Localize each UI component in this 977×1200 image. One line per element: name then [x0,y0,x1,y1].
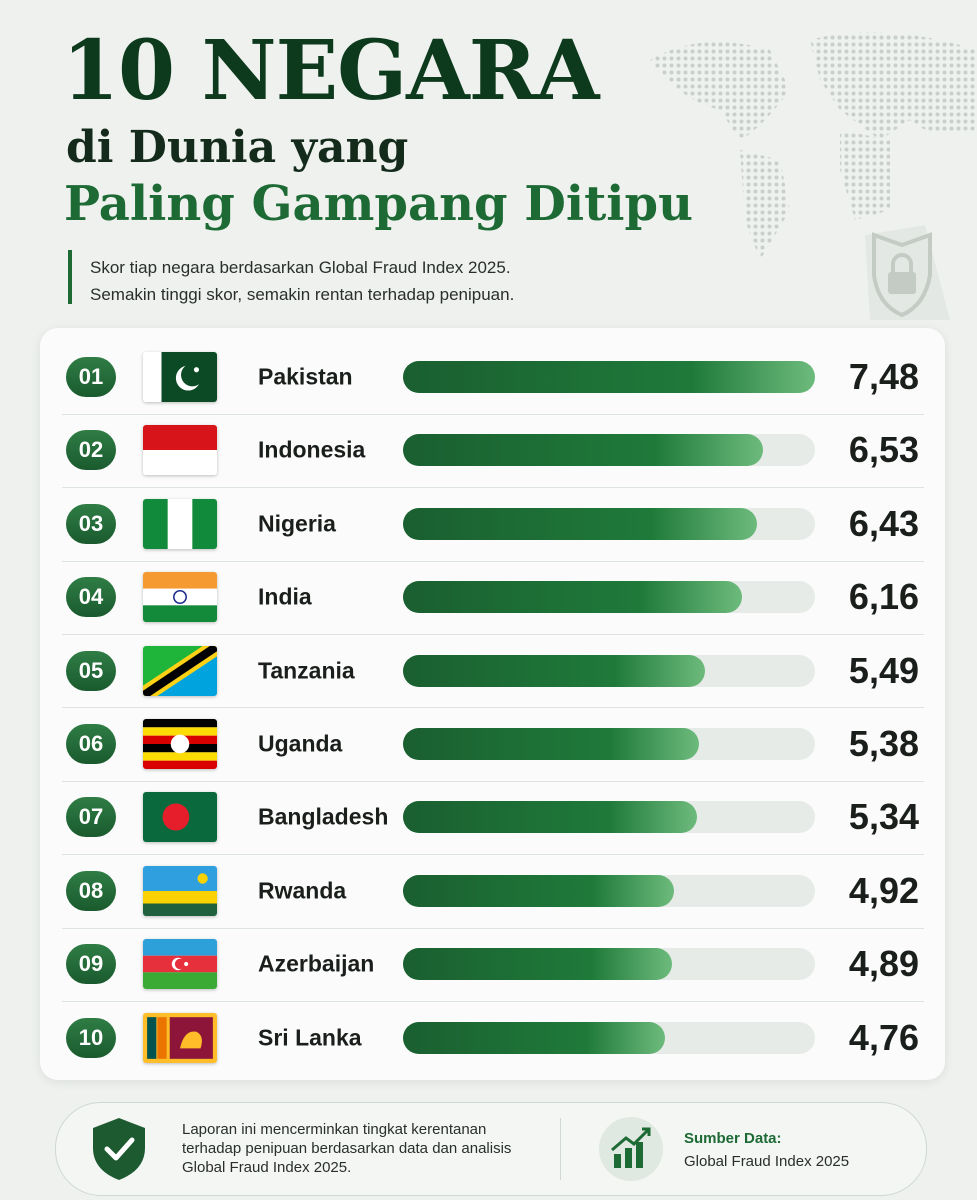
value-label: 4,92 [848,869,919,911]
flag-image [143,352,217,402]
rank-badge: 10 [66,1017,116,1058]
flag [143,792,217,843]
rank-badge: 04 [66,577,116,618]
flag [143,425,217,476]
value-label: 6,53 [848,429,919,471]
rank-badge: 03 [66,503,116,544]
row-separator [62,927,924,929]
value-label: 7,48 [848,356,919,397]
shield-icon [93,1118,145,1180]
value-label: 4,76 [848,1016,919,1058]
flag-image [143,498,217,549]
country-name: Pakistan [258,363,353,390]
country-name: Bangladesh [258,803,389,830]
flag [143,719,217,769]
value-label: 6,16 [848,576,919,618]
bar [403,434,763,467]
bar [403,874,674,907]
flag-image [143,572,217,623]
country-name: Rwanda [258,877,347,904]
flag-image [143,719,217,769]
country-name: Nigeria [258,510,336,537]
source-label: Sumber Data: [684,1130,782,1147]
country-name: India [258,583,312,610]
bar [403,507,758,540]
bar [403,581,743,614]
bar [403,361,815,393]
flag-image [143,645,217,696]
world-map-decoration [650,32,977,320]
value-label: 5,49 [848,649,919,691]
bar [403,654,706,687]
source: Global Fraud Index 2025 [684,1153,850,1170]
rank-badge: 05 [66,650,116,691]
rank-badge: 07 [66,797,116,838]
row-separator [62,854,924,856]
row-separator [62,780,924,782]
bar [403,728,700,760]
flag [143,865,217,916]
rank-badge: 01 [66,357,116,397]
flag-image [143,792,217,843]
footer-note: Laporan ini mencerminkan tingkat kerenta… [182,1121,512,1176]
row-separator [62,487,924,489]
subtitle-accent [68,250,72,304]
flag [143,498,217,549]
title-line-3: Paling Gampang Ditipu [64,176,693,232]
flag-image [143,939,217,990]
title-line-2: di Dunia yang [66,122,409,173]
chart-icon [599,1117,663,1181]
flag [143,352,217,402]
value-label: 5,38 [848,723,919,764]
value-label: 6,43 [848,502,919,544]
country-name: Uganda [258,730,343,757]
rank-badge: 08 [66,870,116,911]
subtitle: Skor tiap negara berdasarkan Global Frau… [90,258,511,277]
country-name: Tanzania [258,657,355,684]
row-separator [62,1000,924,1002]
bar [403,1021,666,1054]
value-label: 4,89 [848,943,919,985]
country-name: Sri Lanka [258,1024,362,1051]
value-label: 5,34 [848,796,919,838]
flag [143,645,217,696]
flag-image [143,425,217,476]
row-separator [62,707,924,709]
flag [143,939,217,990]
divider [560,1118,561,1180]
title: 10 NEGARA [62,23,600,119]
country-name: Azerbaijan [258,950,375,977]
footer [55,1102,927,1196]
flag [143,572,217,623]
country-name: Indonesia [258,436,366,463]
rank-badge: 09 [66,944,116,985]
flag-image [143,1012,217,1063]
flag [143,1012,217,1063]
rank-badge: 02 [66,430,116,471]
rank-badge: 06 [66,724,116,764]
row-separator [62,560,924,562]
bar [403,948,673,981]
flag-image [143,865,217,916]
row-separator [62,633,924,635]
bar [403,801,698,834]
subtitle: Semakin tinggi skor, semakin rentan terh… [90,285,515,304]
row-separator [62,413,924,415]
